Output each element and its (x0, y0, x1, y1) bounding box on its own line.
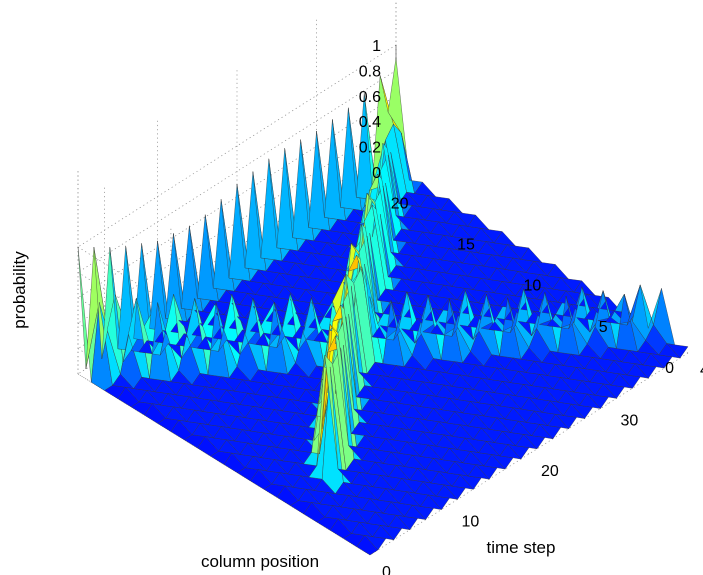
x-tick-label: 10 (523, 278, 541, 295)
y-tick-label: 0 (382, 564, 391, 575)
y-tick-label: 30 (621, 413, 639, 430)
y-tick-label: 10 (462, 514, 480, 531)
z-tick-label: 0.8 (359, 63, 381, 80)
x-tick-label: 20 (391, 195, 409, 212)
z-axis-label: probability (10, 251, 29, 329)
y-axis-label: time step (487, 538, 556, 557)
x-tick-label: 5 (599, 319, 608, 336)
surface-mesh (77, 57, 689, 556)
x-tick-label: 0 (665, 360, 674, 377)
y-tick-label: 40 (700, 362, 703, 379)
tick-labels: 00.20.40.60.8105101520010203040 (359, 38, 703, 575)
x-tick-label: 15 (457, 237, 475, 254)
surface-patch (666, 343, 689, 359)
x-axis-label: column position (201, 552, 319, 571)
z-tick-label: 0.6 (359, 89, 381, 106)
z-tick-label: 0.2 (359, 140, 381, 157)
z-tick-label: 0.4 (359, 114, 381, 131)
z-tick-label: 1 (372, 38, 381, 55)
z-tick-label: 0 (372, 165, 381, 182)
y-tick-label: 20 (541, 463, 559, 480)
